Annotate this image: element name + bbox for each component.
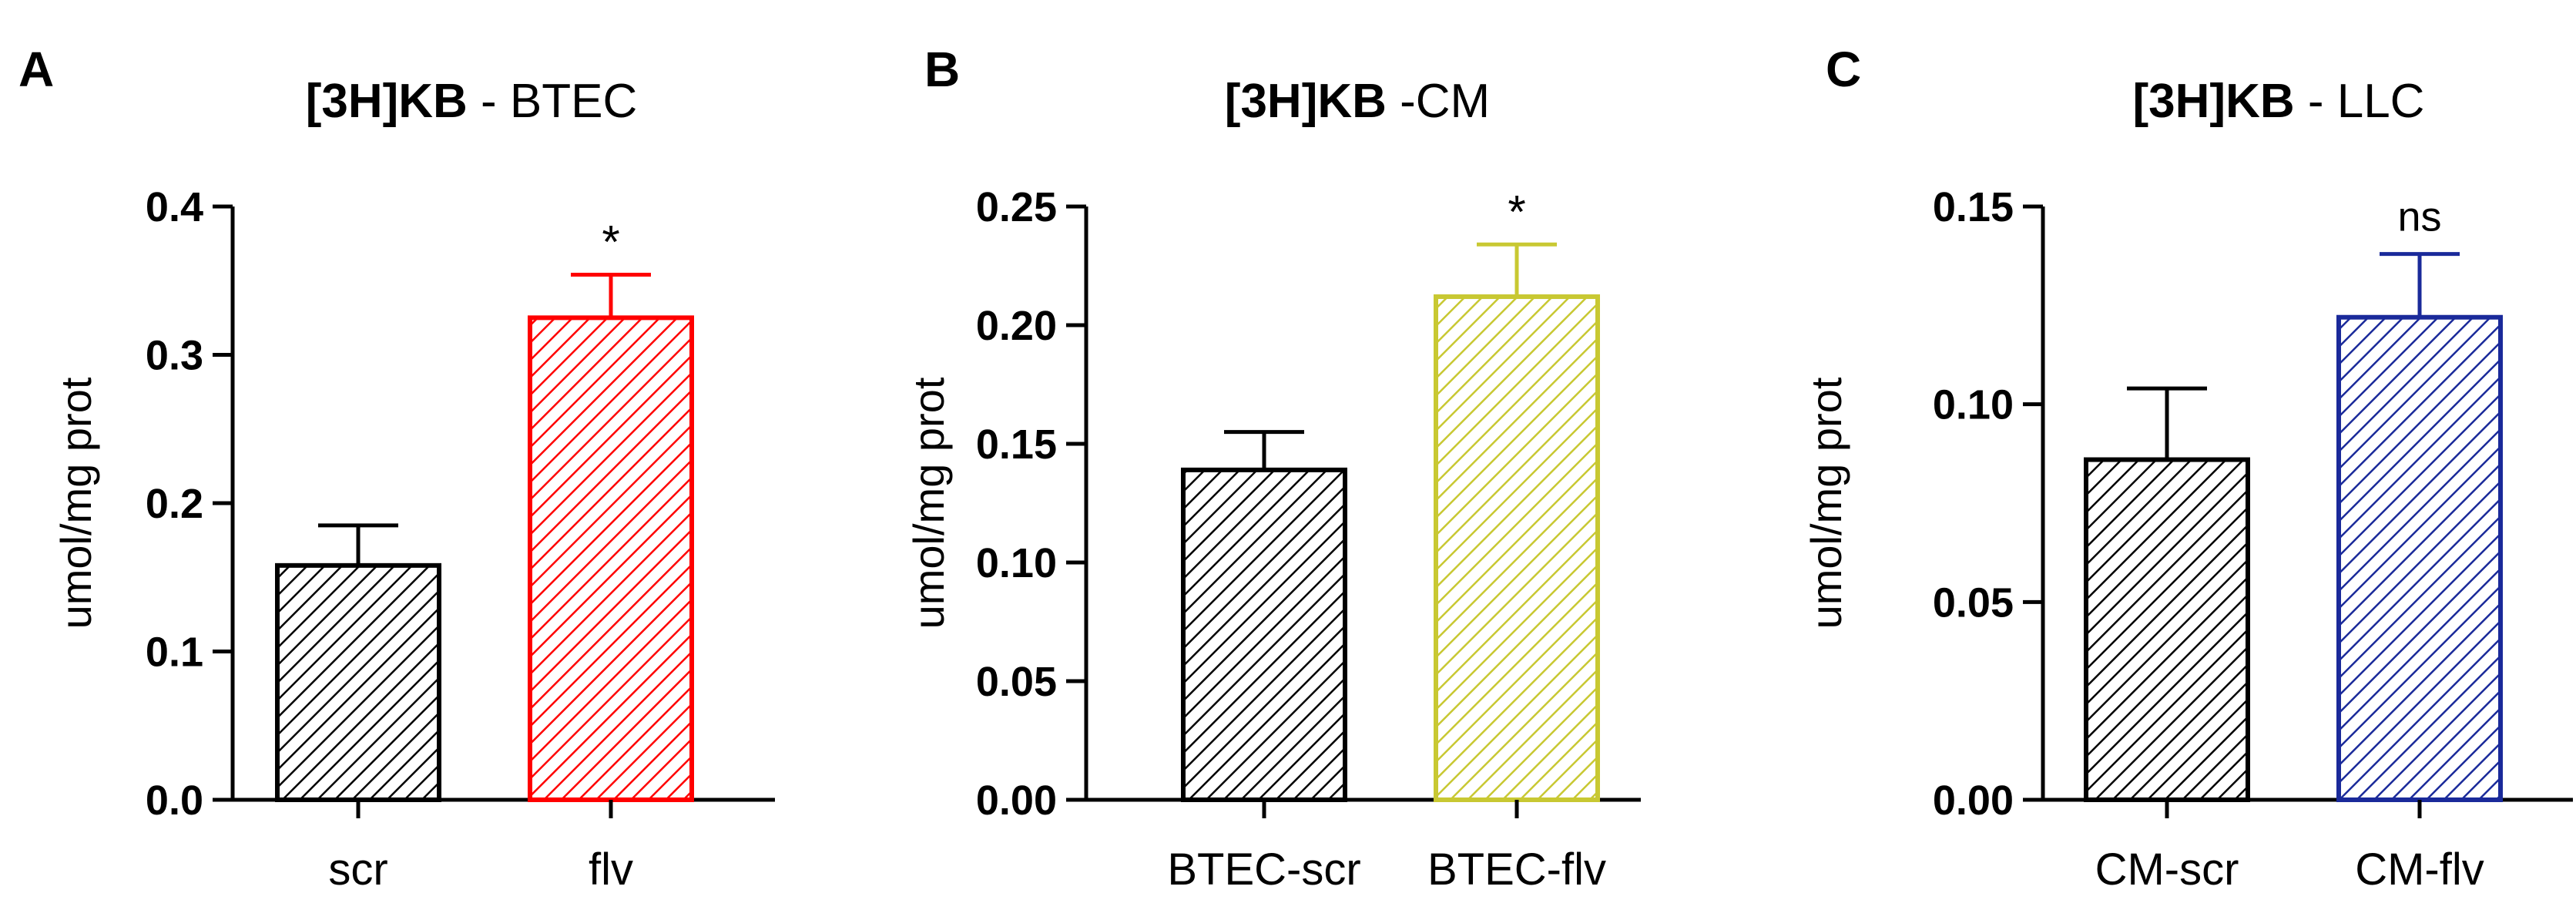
- panel-label: C: [1826, 42, 1861, 97]
- y-tick-label: 0.3: [146, 333, 203, 379]
- bar: [2084, 457, 2250, 802]
- chart-title-rest: -CM: [1387, 75, 1490, 128]
- y-tick-label: 0.00: [1933, 777, 2014, 824]
- chart-title-bold: [3H]KB: [2133, 75, 2295, 128]
- x-tick-label: CM-scr: [2095, 844, 2239, 895]
- y-tick-label: 0.10: [1933, 382, 2014, 428]
- bar: [528, 315, 694, 802]
- bar: [1181, 467, 1347, 802]
- y-tick-label: 0.05: [976, 659, 1057, 705]
- bar: [2336, 314, 2503, 802]
- x-tick-label: flv: [589, 844, 633, 895]
- x-tick-label: BTEC-scr: [1167, 844, 1360, 895]
- y-tick-label: 0.15: [976, 421, 1057, 468]
- bar: [275, 562, 441, 802]
- y-tick-label: 0.2: [146, 481, 203, 527]
- chart-panel-b: B [3H]KB -CM umol/mg prot 0.00 0.05 0.10 0.15 0…: [904, 42, 1641, 895]
- chart-title: [3H]KB - BTEC: [306, 75, 638, 128]
- y-tick-label: 0.15: [1933, 184, 2014, 230]
- chart-title-bold: [3H]KB: [1225, 75, 1387, 128]
- chart-title-rest: - LLC: [2295, 75, 2425, 128]
- x-tick-label: scr: [328, 844, 387, 895]
- chart-panel-c: C [3H]KB - LLC umol/mg prot 0.00 0.05 0.10 0.1…: [1802, 42, 2573, 895]
- chart-panel-a: A [3H]KB - BTEC umol/mg prot 0.0 0.1 0.2 0.3 0.…: [18, 42, 775, 895]
- chart-title: [3H]KB - LLC: [2133, 75, 2425, 128]
- chart-title-bold: [3H]KB: [306, 75, 468, 128]
- y-axis-label: umol/mg prot: [52, 377, 100, 629]
- x-tick-label: CM-flv: [2355, 844, 2484, 895]
- bar: [1434, 294, 1600, 803]
- significance-label: *: [602, 217, 619, 268]
- y-tick-label: 0.4: [146, 184, 203, 230]
- y-axis-label: umol/mg prot: [904, 377, 953, 629]
- y-axis-label: umol/mg prot: [1802, 377, 1850, 629]
- x-tick-label: BTEC-flv: [1427, 844, 1606, 895]
- y-tick-label: 0.1: [146, 630, 203, 676]
- y-tick-label: 0.0: [146, 777, 203, 824]
- chart-title-rest: - BTEC: [468, 75, 637, 128]
- y-tick-label: 0.05: [1933, 579, 2014, 626]
- significance-label: *: [1508, 186, 1525, 237]
- y-tick-label: 0.25: [976, 184, 1057, 230]
- y-tick-label: 0.10: [976, 540, 1057, 586]
- panel-label: A: [18, 42, 54, 97]
- y-tick-label: 0.20: [976, 303, 1057, 349]
- panel-label: B: [924, 42, 960, 97]
- significance-label: ns: [2397, 194, 2441, 240]
- y-tick-label: 0.00: [976, 777, 1057, 824]
- chart-title: [3H]KB -CM: [1225, 75, 1490, 128]
